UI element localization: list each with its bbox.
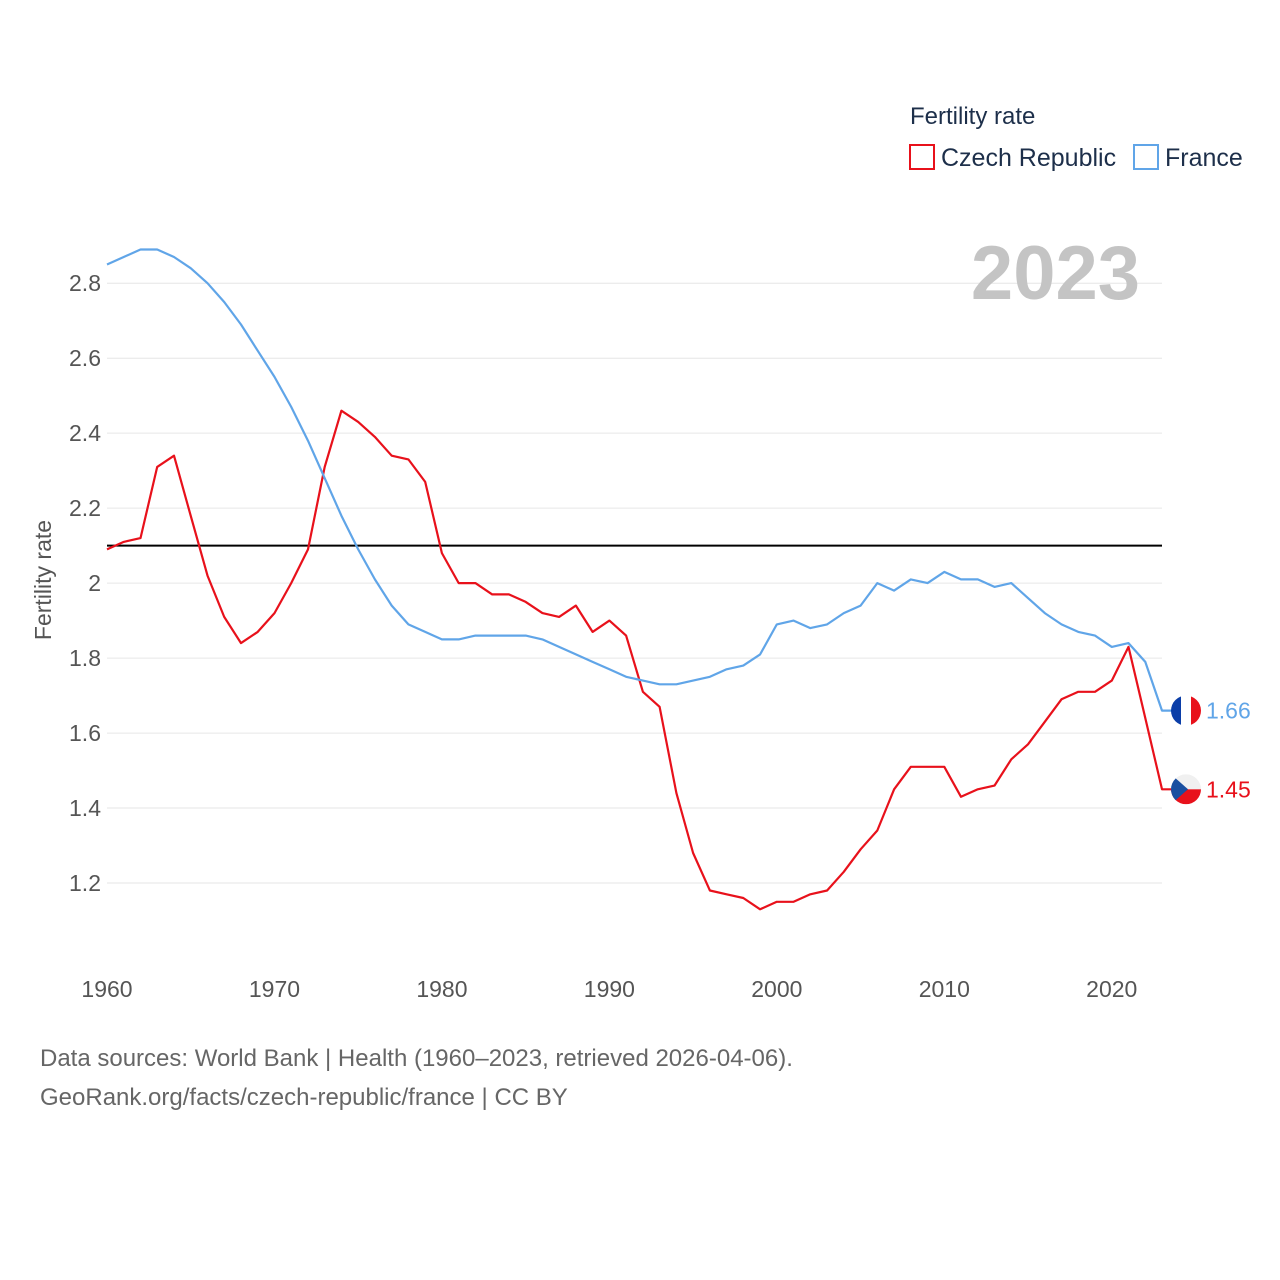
y-axis-label: Fertility rate (30, 520, 56, 640)
y-tick-label: 2.8 (69, 270, 101, 296)
y-tick-label: 2 (88, 570, 101, 596)
y-tick-label: 1.4 (69, 795, 101, 821)
x-tick-label: 1960 (81, 976, 132, 1002)
legend-title: Fertility rate (910, 103, 1035, 130)
end-value-france: 1.66 (1206, 698, 1251, 724)
grid-lines (107, 282, 1162, 884)
legend-label-czech-republic: Czech Republic (941, 144, 1116, 172)
y-tick-label: 2.6 (69, 345, 101, 371)
source-link[interactable]: GeoRank.org/facts/czech-republic/france … (40, 1084, 568, 1111)
y-tick-label: 2.2 (69, 495, 101, 521)
legend-swatch-france (1133, 144, 1159, 170)
year-label: 2023 (971, 231, 1140, 316)
france-flag-icon (1171, 695, 1201, 726)
series-line-czech-republic (106, 409, 1172, 911)
x-tick-label: 2010 (919, 976, 970, 1002)
x-tick-label: 1970 (249, 976, 300, 1002)
x-tick-label: 2000 (751, 976, 802, 1002)
fertility-chart: 1.21.41.61.822.22.42.62.8 1960 1970 1980 19… (30, 103, 1251, 1002)
y-tick-label: 2.4 (69, 420, 101, 446)
series-line-france (106, 248, 1172, 712)
end-labels: 1.45 1.66 (1171, 695, 1251, 805)
y-tick-label: 1.6 (69, 720, 101, 746)
x-tick-label: 1990 (584, 976, 635, 1002)
legend-label-france: France (1165, 144, 1243, 172)
y-tick-label: 1.2 (69, 870, 101, 896)
legend: Fertility rate Czech Republic France (909, 103, 1243, 172)
series-lines (106, 248, 1172, 911)
end-value-czech-republic: 1.45 (1206, 776, 1251, 802)
source-line: Data sources: World Bank | Health (1960–… (40, 1045, 793, 1072)
y-axis: 1.2 1.4 1.6 1.8 2 2.2 2.4 2.6 2.8 (69, 270, 101, 896)
legend-swatch-czech-republic (909, 144, 935, 170)
x-tick-label: 2020 (1086, 976, 1137, 1002)
x-axis: 1960 1970 1980 1990 2000 2010 2020 (81, 976, 1137, 1002)
y-tick-label: 1.8 (69, 645, 101, 671)
x-tick-label: 1980 (416, 976, 467, 1002)
czech-flag-icon (1171, 774, 1201, 805)
